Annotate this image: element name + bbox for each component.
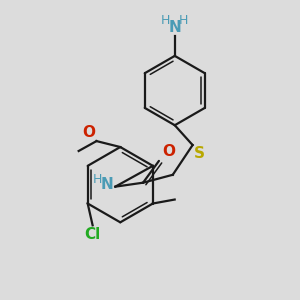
Text: O: O xyxy=(82,125,95,140)
Text: S: S xyxy=(194,146,205,161)
Text: H: H xyxy=(161,14,170,27)
Text: N: N xyxy=(168,20,181,35)
Text: H: H xyxy=(179,14,188,27)
Text: N: N xyxy=(100,177,113,192)
Text: Cl: Cl xyxy=(85,227,101,242)
Text: H: H xyxy=(93,173,102,186)
Text: O: O xyxy=(162,144,175,159)
